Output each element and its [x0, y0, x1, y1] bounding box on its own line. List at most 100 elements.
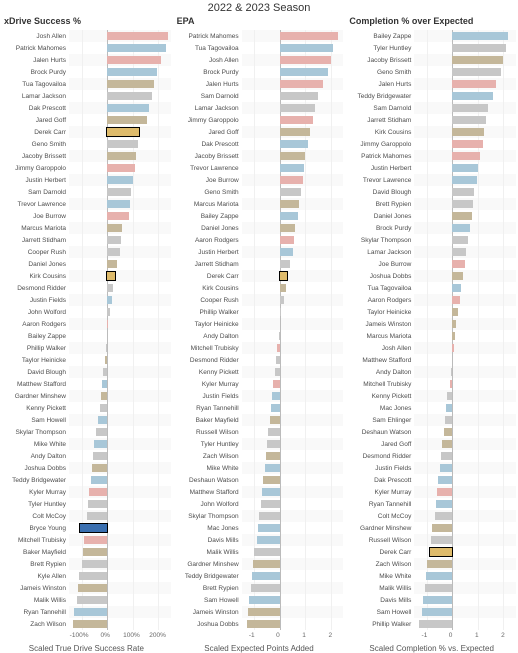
- gridline: [427, 342, 428, 354]
- gridline: [158, 390, 159, 402]
- bar: [270, 416, 280, 424]
- gridline: [305, 534, 306, 546]
- row-plot: [242, 78, 344, 90]
- row-label: Mitchell Trubisky: [175, 345, 242, 352]
- row-label: Kenny Pickett: [347, 393, 414, 400]
- row-plot: [242, 366, 344, 378]
- bar: [107, 152, 136, 160]
- gridline: [133, 426, 134, 438]
- panel-title: xDrive Success %: [4, 16, 171, 26]
- row-plot: [414, 126, 516, 138]
- gridline: [478, 270, 479, 282]
- data-row: Jalen Hurts: [175, 78, 344, 90]
- row-label: Colt McCoy: [2, 513, 69, 520]
- gridline: [503, 390, 504, 402]
- row-plot: [242, 90, 344, 102]
- bar: [432, 524, 452, 532]
- gridline: [427, 426, 428, 438]
- gridline: [158, 366, 159, 378]
- row-label: Lamar Jackson: [2, 93, 69, 100]
- bar: [444, 428, 453, 436]
- row-label: Trevor Lawrence: [2, 201, 69, 208]
- bar: [452, 188, 474, 196]
- gridline: [158, 246, 159, 258]
- data-row: Joshua Dobbs: [2, 462, 171, 474]
- bar: [89, 488, 107, 496]
- bar: [280, 260, 290, 268]
- row-label: Aaron Rodgers: [175, 237, 242, 244]
- bar: [273, 380, 279, 388]
- bar: [87, 512, 107, 520]
- gridline: [82, 378, 83, 390]
- bar: [280, 236, 294, 244]
- gridline: [427, 306, 428, 318]
- bar: [102, 380, 107, 388]
- data-row: Jacoby Brissett: [2, 150, 171, 162]
- zero-line: [452, 558, 453, 570]
- gridline: [478, 450, 479, 462]
- gridline: [133, 522, 134, 534]
- gridline: [133, 546, 134, 558]
- row-plot: [414, 534, 516, 546]
- row-label: Baker Mayfield: [2, 549, 69, 556]
- gridline: [427, 486, 428, 498]
- data-row: Lamar Jackson: [347, 246, 516, 258]
- row-label: Russell Wilson: [175, 429, 242, 436]
- data-row: Dak Prescott: [2, 102, 171, 114]
- bar: [107, 68, 157, 76]
- row-label: Derek Carr: [175, 273, 242, 280]
- gridline: [478, 354, 479, 366]
- gridline: [503, 450, 504, 462]
- gridline: [331, 246, 332, 258]
- row-label: John Wolford: [2, 309, 69, 316]
- row-label: Tyler Huntley: [175, 441, 242, 448]
- data-row: Teddy Bridgewater: [2, 474, 171, 486]
- gridline: [305, 594, 306, 606]
- data-row: Justin Herbert: [2, 174, 171, 186]
- x-tick: -1: [249, 632, 255, 639]
- data-row: Josh Allen: [347, 342, 516, 354]
- gridline: [427, 378, 428, 390]
- zero-line: [452, 450, 453, 462]
- gridline: [478, 558, 479, 570]
- row-plot: [414, 462, 516, 474]
- gridline: [158, 330, 159, 342]
- bar: [435, 512, 453, 520]
- row-plot: [69, 246, 171, 258]
- row-plot: [69, 618, 171, 630]
- data-row: Mike White: [2, 438, 171, 450]
- gridline: [503, 378, 504, 390]
- zero-line: [452, 462, 453, 474]
- gridline: [158, 174, 159, 186]
- gridline: [133, 342, 134, 354]
- gridline: [254, 186, 255, 198]
- gridline: [305, 558, 306, 570]
- row-label: Tua Tagovailoa: [175, 45, 242, 52]
- zero-line: [107, 534, 108, 546]
- data-row: Kyle Allen: [2, 570, 171, 582]
- data-row: Dak Prescott: [347, 474, 516, 486]
- row-label: Cooper Rush: [2, 249, 69, 256]
- row-label: Phillip Walker: [2, 345, 69, 352]
- zero-line: [452, 522, 453, 534]
- gridline: [331, 270, 332, 282]
- gridline: [133, 618, 134, 630]
- panels-container: xDrive Success % Josh Allen Patrick Mahome…: [0, 14, 518, 653]
- row-plot: [69, 186, 171, 198]
- gridline: [133, 318, 134, 330]
- gridline: [427, 270, 428, 282]
- zero-line: [107, 450, 108, 462]
- gridline: [331, 54, 332, 66]
- bar: [107, 80, 154, 88]
- data-row: Justin Herbert: [175, 246, 344, 258]
- row-label: Jalen Hurts: [2, 57, 69, 64]
- data-row: Patrick Mahomes: [175, 30, 344, 42]
- gridline: [158, 522, 159, 534]
- bar: [107, 56, 160, 64]
- panel-title: Completion % over Expected: [349, 16, 516, 26]
- row-plot: [69, 390, 171, 402]
- zero-line: [107, 462, 108, 474]
- data-row: Andy Dalton: [175, 330, 344, 342]
- data-row: Matthew Stafford: [175, 486, 344, 498]
- data-row: Justin Fields: [347, 462, 516, 474]
